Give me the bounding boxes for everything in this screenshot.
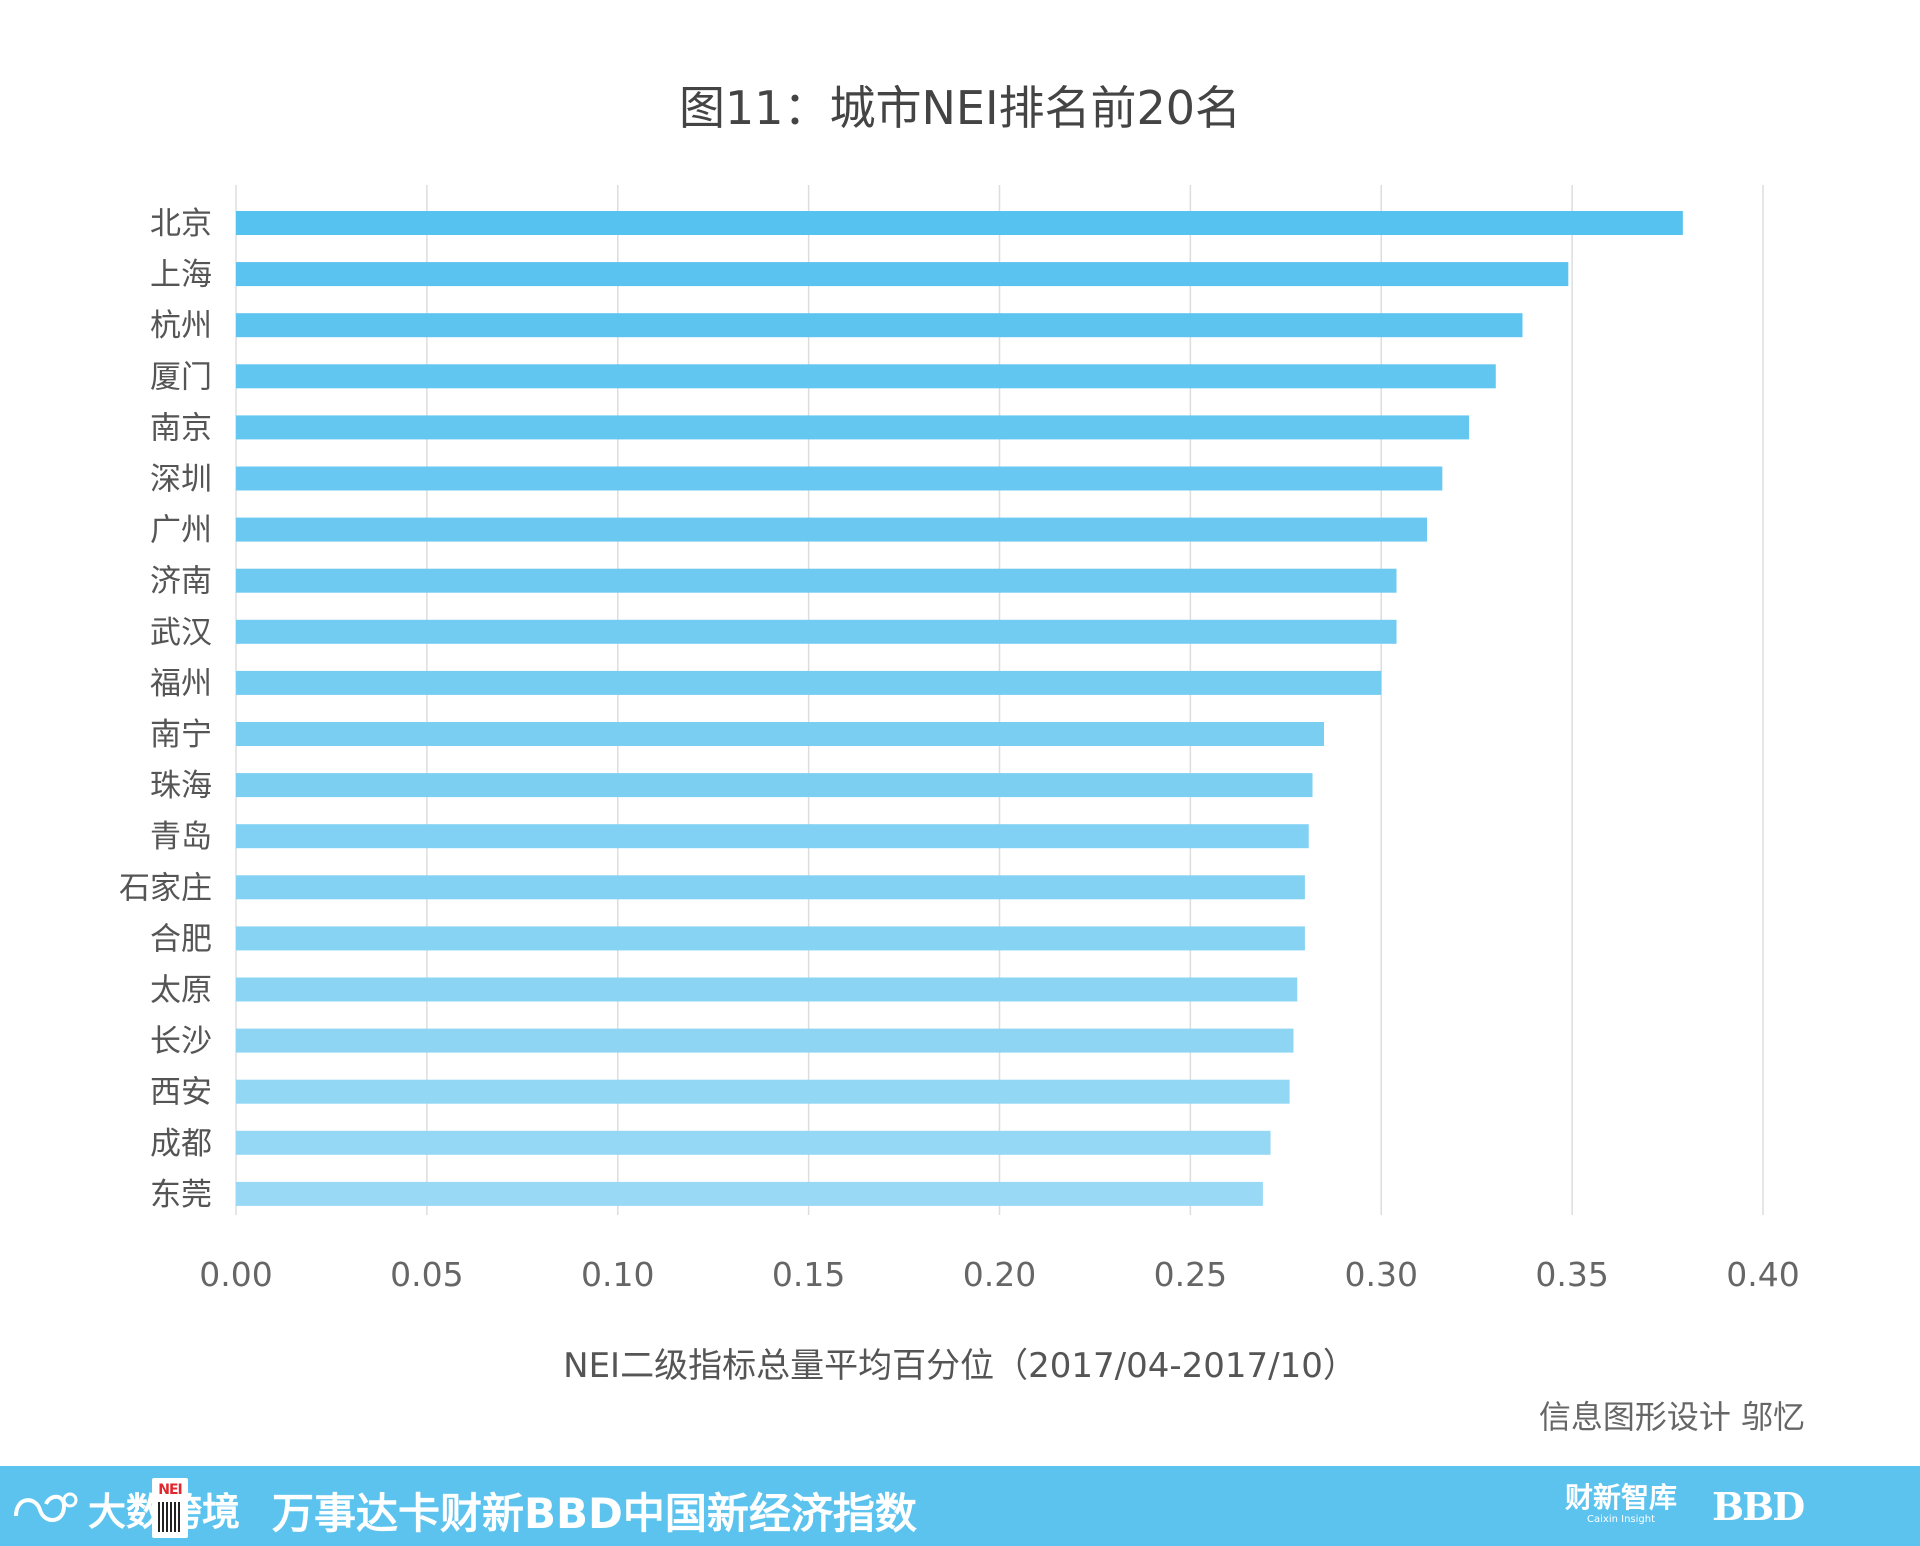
x-tick-label: 0.15 — [772, 1255, 845, 1294]
bars — [236, 211, 1683, 1206]
category-label: 成都 — [150, 1126, 212, 1162]
infinity-loop-icon — [14, 1492, 78, 1522]
bar-chart: 北京上海杭州厦门南京深圳广州济南武汉福州南宁珠海青岛石家庄合肥太原长沙西安成都东… — [119, 185, 1800, 1294]
category-label: 太原 — [150, 973, 212, 1009]
category-label: 济南 — [150, 564, 212, 600]
category-label: 武汉 — [150, 615, 212, 651]
category-label: 杭州 — [150, 308, 212, 344]
x-tick-labels: 0.00 0.05 0.10 0.15 0.20 0.25 0.30 0.35 0.40 — [199, 1255, 1799, 1294]
bar-武汉 — [236, 619, 1397, 644]
bar-珠海 — [236, 773, 1313, 798]
category-label: 广州 — [150, 513, 212, 549]
bar-南宁 — [236, 722, 1324, 746]
grid-lines — [235, 185, 1764, 1215]
x-axis-label: NEI二级指标总量平均百分位（2017/04-2017/10） — [563, 1346, 1357, 1386]
barcode-icon — [158, 1502, 182, 1532]
category-label: 珠海 — [150, 768, 212, 804]
bar-上海 — [236, 262, 1569, 287]
x-tick-label: 0.30 — [1345, 1255, 1418, 1294]
category-label: 南宁 — [150, 717, 212, 753]
chart-title: 图11：城市NEI排名前20名 — [678, 81, 1242, 135]
x-tick-label: 0.40 — [1726, 1255, 1799, 1294]
category-label: 厦门 — [150, 359, 212, 395]
x-tick-label: 0.00 — [199, 1255, 272, 1294]
bar-广州 — [236, 517, 1428, 542]
x-tick-label: 0.05 — [390, 1255, 463, 1294]
bar-合肥 — [236, 926, 1305, 951]
category-labels: 北京上海杭州厦门南京深圳广州济南武汉福州南宁珠海青岛石家庄合肥太原长沙西安成都东… — [119, 206, 212, 1213]
bar-青岛 — [236, 824, 1309, 849]
caixin-logo-cn: 财新智库 — [1565, 1481, 1678, 1514]
design-credit: 信息图形设计 邬忆 — [1538, 1398, 1805, 1436]
bar-南京 — [236, 415, 1470, 440]
footer-bar: 大数跨境 NEI 万事达卡财新BBD中国新经济指数 财新智库 Caixin In… — [0, 1466, 1920, 1546]
category-label: 石家庄 — [119, 870, 212, 906]
x-tick-label: 0.20 — [963, 1255, 1036, 1294]
bar-厦门 — [236, 364, 1496, 389]
bar-太原 — [236, 977, 1298, 1002]
x-tick-label: 0.10 — [581, 1255, 654, 1294]
category-label: 西安 — [150, 1075, 212, 1111]
x-tick-label: 0.35 — [1535, 1255, 1608, 1294]
x-tick-label: 0.25 — [1154, 1255, 1227, 1294]
category-label: 南京 — [150, 410, 212, 446]
nei-badge: NEI — [152, 1478, 188, 1538]
bbd-logo: BBD — [1712, 1484, 1805, 1529]
category-label: 上海 — [150, 257, 212, 293]
bar-东莞 — [236, 1181, 1263, 1206]
category-label: 合肥 — [150, 921, 212, 957]
footer-title: 万事达卡财新BBD中国新经济指数 — [272, 1489, 917, 1538]
caixin-insight-logo: 财新智库 Caixin Insight — [1565, 1482, 1677, 1526]
category-label: 深圳 — [150, 462, 212, 498]
caixin-logo-en: Caixin Insight — [1587, 1514, 1655, 1525]
category-label: 福州 — [150, 666, 212, 702]
category-label: 北京 — [150, 206, 212, 242]
bar-石家庄 — [236, 875, 1305, 900]
category-label: 青岛 — [150, 819, 212, 855]
bar-长沙 — [236, 1028, 1294, 1053]
bar-深圳 — [236, 466, 1443, 491]
bar-杭州 — [236, 313, 1523, 338]
category-label: 东莞 — [150, 1177, 212, 1213]
bar-福州 — [236, 670, 1382, 695]
footer-brand: 大数跨境 — [10, 1484, 240, 1534]
bar-济南 — [236, 568, 1397, 593]
bar-北京 — [236, 211, 1683, 235]
category-label: 长沙 — [150, 1024, 212, 1060]
bar-西安 — [236, 1079, 1290, 1104]
bar-成都 — [236, 1130, 1271, 1155]
nei-badge-text: NEI — [158, 1482, 182, 1498]
